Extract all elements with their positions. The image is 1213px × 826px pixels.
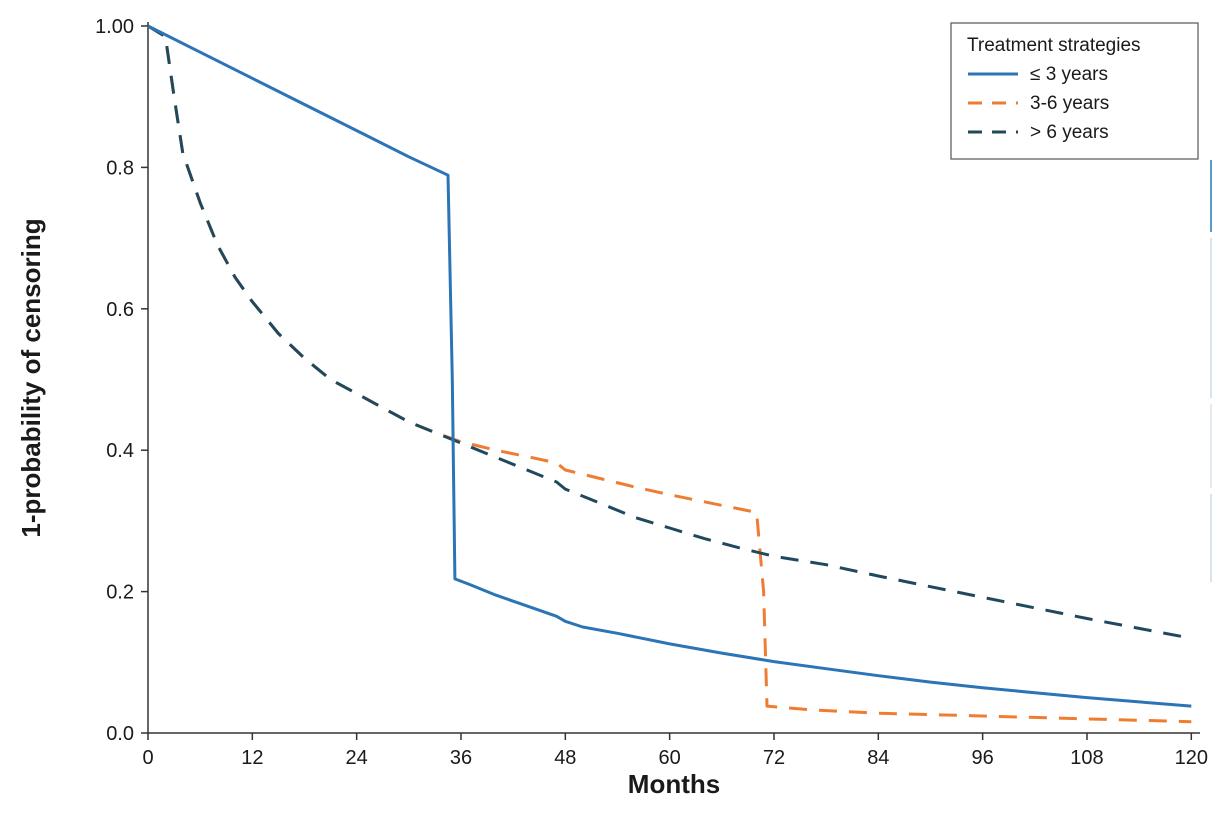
x-tick-label: 108	[1070, 747, 1103, 769]
x-tick-label: 96	[972, 747, 994, 769]
x-tick-label: 60	[659, 747, 681, 769]
x-tick-label: 84	[867, 747, 889, 769]
y-tick-label: 0.8	[106, 157, 134, 179]
y-tick-label: 0.2	[106, 582, 134, 604]
legend-box	[950, 22, 1199, 160]
legend-label-2: > 6 years	[1030, 122, 1109, 143]
legend-label-1: 3-6 years	[1030, 93, 1109, 114]
x-tick-label: 72	[763, 747, 785, 769]
y-tick-label: 0.6	[106, 299, 134, 321]
series-line-0	[147, 24, 1192, 708]
x-tick-label: 0	[142, 747, 153, 769]
y-axis-title: 1-probability of censoring	[16, 218, 46, 537]
x-tick-label: 48	[554, 747, 576, 769]
y-tick-label: 0.0	[106, 723, 134, 745]
x-tick-label: 24	[346, 747, 368, 769]
legend-title: Treatment strategies	[967, 35, 1141, 56]
y-tick-label: 1.00	[95, 16, 134, 38]
series-layer	[147, 24, 1192, 724]
series-line-2	[147, 24, 1192, 640]
y-tick-label: 0.4	[106, 440, 134, 462]
x-axis-title: Months	[628, 769, 720, 799]
legend: Treatment strategies ≤ 3 years 3-6 years >…	[950, 22, 1199, 160]
x-tick-label: 120	[1175, 747, 1208, 769]
legend-label-0: ≤ 3 years	[1030, 64, 1108, 85]
x-tick-label: 36	[450, 747, 472, 769]
x-tick-label: 12	[241, 747, 263, 769]
legend-entries: ≤ 3 years 3-6 years > 6 years	[968, 64, 1109, 143]
x-ticks: 0 12 24 36 48 60 72 84 96 108 120	[142, 733, 1208, 769]
y-ticks: 0.0 0.2 0.4 0.6 0.8 1.00	[95, 16, 148, 745]
